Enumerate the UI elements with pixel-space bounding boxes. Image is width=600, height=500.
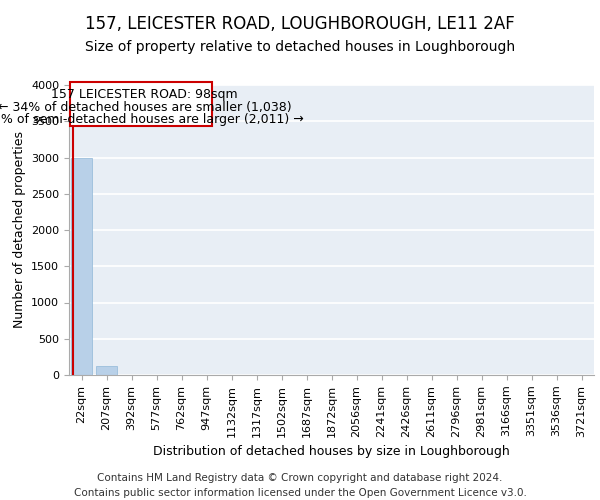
Text: 157, LEICESTER ROAD, LOUGHBOROUGH, LE11 2AF: 157, LEICESTER ROAD, LOUGHBOROUGH, LE11 … — [85, 15, 515, 33]
Bar — [96, 366, 117, 375]
Bar — [71, 158, 92, 375]
Text: Size of property relative to detached houses in Loughborough: Size of property relative to detached ho… — [85, 40, 515, 54]
FancyBboxPatch shape — [70, 82, 212, 126]
Y-axis label: Number of detached properties: Number of detached properties — [13, 132, 26, 328]
X-axis label: Distribution of detached houses by size in Loughborough: Distribution of detached houses by size … — [153, 445, 510, 458]
Text: Contains HM Land Registry data © Crown copyright and database right 2024.
Contai: Contains HM Land Registry data © Crown c… — [74, 472, 526, 498]
Text: 65% of semi-detached houses are larger (2,011) →: 65% of semi-detached houses are larger (… — [0, 113, 304, 126]
Text: 157 LEICESTER ROAD: 98sqm: 157 LEICESTER ROAD: 98sqm — [51, 88, 238, 101]
Text: ← 34% of detached houses are smaller (1,038): ← 34% of detached houses are smaller (1,… — [0, 102, 292, 114]
